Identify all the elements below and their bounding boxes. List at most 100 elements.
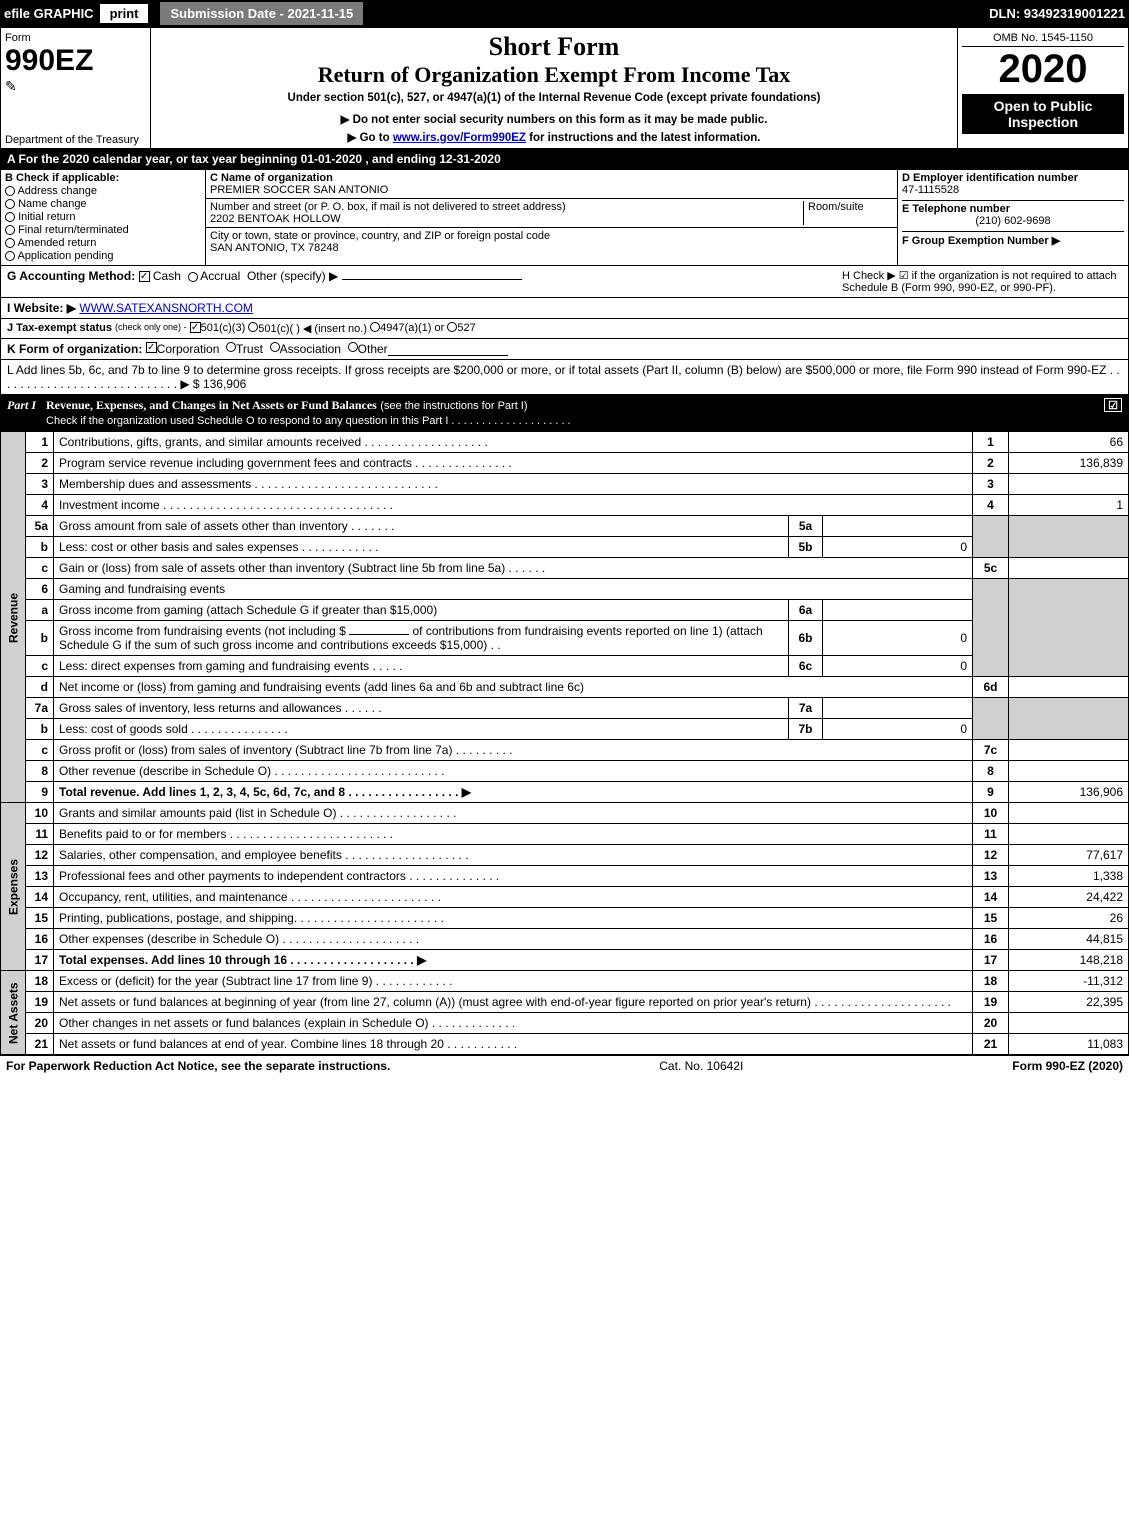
- under-section: Under section 501(c), 527, or 4947(a)(1)…: [155, 92, 953, 104]
- chk-501c3[interactable]: [190, 322, 201, 333]
- gray-cell: [1009, 516, 1129, 558]
- line-num: 4: [26, 495, 54, 516]
- submission-date: Submission Date - 2021-11-15: [160, 2, 363, 25]
- chk-527[interactable]: [447, 322, 457, 332]
- chk-address-change[interactable]: Address change: [5, 185, 201, 197]
- line-num: 13: [26, 866, 54, 887]
- sub-code: 5a: [789, 516, 823, 537]
- room-suite-label: Room/suite: [803, 201, 893, 225]
- chk-accrual[interactable]: [188, 272, 198, 282]
- line-num: c: [26, 656, 54, 677]
- tel-label: E Telephone number: [902, 203, 1010, 215]
- line-text: Gross profit or (loss) from sales of inv…: [54, 740, 973, 761]
- street-label: Number and street (or P. O. box, if mail…: [210, 201, 566, 213]
- part-1-check[interactable]: ☑: [1104, 398, 1122, 412]
- chk-other-org[interactable]: [348, 342, 358, 352]
- chk-amended-return[interactable]: Amended return: [5, 237, 201, 249]
- form-word: Form: [5, 32, 146, 44]
- ein-value: 47-1115528: [902, 184, 959, 196]
- footer-right: Form 990-EZ (2020): [1012, 1059, 1123, 1073]
- line-code: 21: [973, 1034, 1009, 1055]
- tel-row: E Telephone number (210) 602-9698: [902, 200, 1124, 227]
- line-value: -11,312: [1009, 971, 1129, 992]
- no-ssn-note: ▶ Do not enter social security numbers o…: [155, 112, 953, 126]
- line-value: 136,906: [1009, 782, 1129, 803]
- street-value: 2202 BENTOAK HOLLOW: [210, 213, 341, 225]
- gray-cell: [1009, 698, 1129, 740]
- footer-left: For Paperwork Reduction Act Notice, see …: [6, 1059, 390, 1073]
- chk-label: Initial return: [18, 211, 75, 223]
- line-value: [1009, 558, 1129, 579]
- chk-4947[interactable]: [370, 322, 380, 332]
- irs-link[interactable]: www.irs.gov/Form990EZ: [393, 132, 526, 144]
- part-1-table: Revenue 1 Contributions, gifts, grants, …: [0, 431, 1129, 1055]
- header-right: OMB No. 1545-1150 2020 Open to Public In…: [958, 28, 1128, 148]
- line-num: 15: [26, 908, 54, 929]
- chk-corporation[interactable]: [146, 342, 157, 353]
- line-num: 21: [26, 1034, 54, 1055]
- chk-final-return[interactable]: Final return/terminated: [5, 224, 201, 236]
- line-num: 10: [26, 803, 54, 824]
- line-text: Investment income . . . . . . . . . . . …: [54, 495, 973, 516]
- ein-label: D Employer identification number: [902, 172, 1078, 184]
- line-num: 19: [26, 992, 54, 1013]
- line-text: Less: cost of goods sold . . . . . . . .…: [54, 719, 789, 740]
- line-num: 17: [26, 950, 54, 971]
- line-text: Gross amount from sale of assets other t…: [54, 516, 789, 537]
- line-code: 16: [973, 929, 1009, 950]
- opt-trust: Trust: [236, 342, 263, 356]
- g-label: G Accounting Method:: [7, 269, 135, 283]
- line-num: 16: [26, 929, 54, 950]
- line-num: 20: [26, 1013, 54, 1034]
- tel-value: (210) 602-9698: [902, 215, 1124, 227]
- chk-501c[interactable]: [248, 322, 258, 332]
- part-1-title: Revenue, Expenses, and Changes in Net As…: [46, 398, 377, 412]
- chk-cash[interactable]: [139, 271, 150, 282]
- sub-code: 5b: [789, 537, 823, 558]
- opt-association: Association: [280, 342, 341, 356]
- line-value: [1009, 824, 1129, 845]
- opt-501c3: 501(c)(3): [201, 322, 246, 335]
- line-text: Other changes in net assets or fund bala…: [54, 1013, 973, 1034]
- line-code: 13: [973, 866, 1009, 887]
- line-num: 2: [26, 453, 54, 474]
- chk-initial-return[interactable]: Initial return: [5, 211, 201, 223]
- line-code: 6d: [973, 677, 1009, 698]
- line-num: b: [26, 719, 54, 740]
- 6b-amount-input[interactable]: [349, 634, 409, 635]
- line-code: 17: [973, 950, 1009, 971]
- box-b-label: B Check if applicable:: [5, 172, 119, 184]
- opt-527: 527: [457, 322, 475, 335]
- chk-association[interactable]: [270, 342, 280, 352]
- line-code: 11: [973, 824, 1009, 845]
- line-code: 19: [973, 992, 1009, 1013]
- footer-cat: Cat. No. 10642I: [390, 1059, 1012, 1073]
- chk-application-pending[interactable]: Application pending: [5, 250, 201, 262]
- line-code: 15: [973, 908, 1009, 929]
- line-code: 10: [973, 803, 1009, 824]
- line-text: Less: direct expenses from gaming and fu…: [54, 656, 789, 677]
- side-netassets: Net Assets: [1, 971, 26, 1055]
- part-1-header: Part I Revenue, Expenses, and Changes in…: [0, 395, 1129, 431]
- line-text: Membership dues and assessments . . . . …: [54, 474, 973, 495]
- chk-name-change[interactable]: Name change: [5, 198, 201, 210]
- chk-label: Application pending: [17, 250, 113, 262]
- row-g-h: G Accounting Method: Cash Accrual Other …: [0, 266, 1129, 298]
- line-num: 5a: [26, 516, 54, 537]
- gray-cell: [973, 516, 1009, 558]
- efile-label: efile GRAPHIC: [4, 6, 94, 21]
- other-specify-input[interactable]: [342, 279, 522, 280]
- line-code: 14: [973, 887, 1009, 908]
- website-link[interactable]: WWW.SATEXANSNORTH.COM: [79, 301, 253, 315]
- sub-code: 6a: [789, 600, 823, 621]
- line-value: 1,338: [1009, 866, 1129, 887]
- print-button[interactable]: print: [100, 4, 149, 23]
- opt-4947: 4947(a)(1) or: [380, 322, 444, 335]
- chk-trust[interactable]: [226, 342, 236, 352]
- other-org-input[interactable]: [388, 342, 508, 356]
- side-expenses: Expenses: [1, 803, 26, 971]
- form-header: Form 990EZ ✎ Department of the Treasury …: [0, 27, 1129, 149]
- line-num: 14: [26, 887, 54, 908]
- org-name-row: C Name of organization PREMIER SOCCER SA…: [206, 170, 897, 199]
- line-value: [1009, 1013, 1129, 1034]
